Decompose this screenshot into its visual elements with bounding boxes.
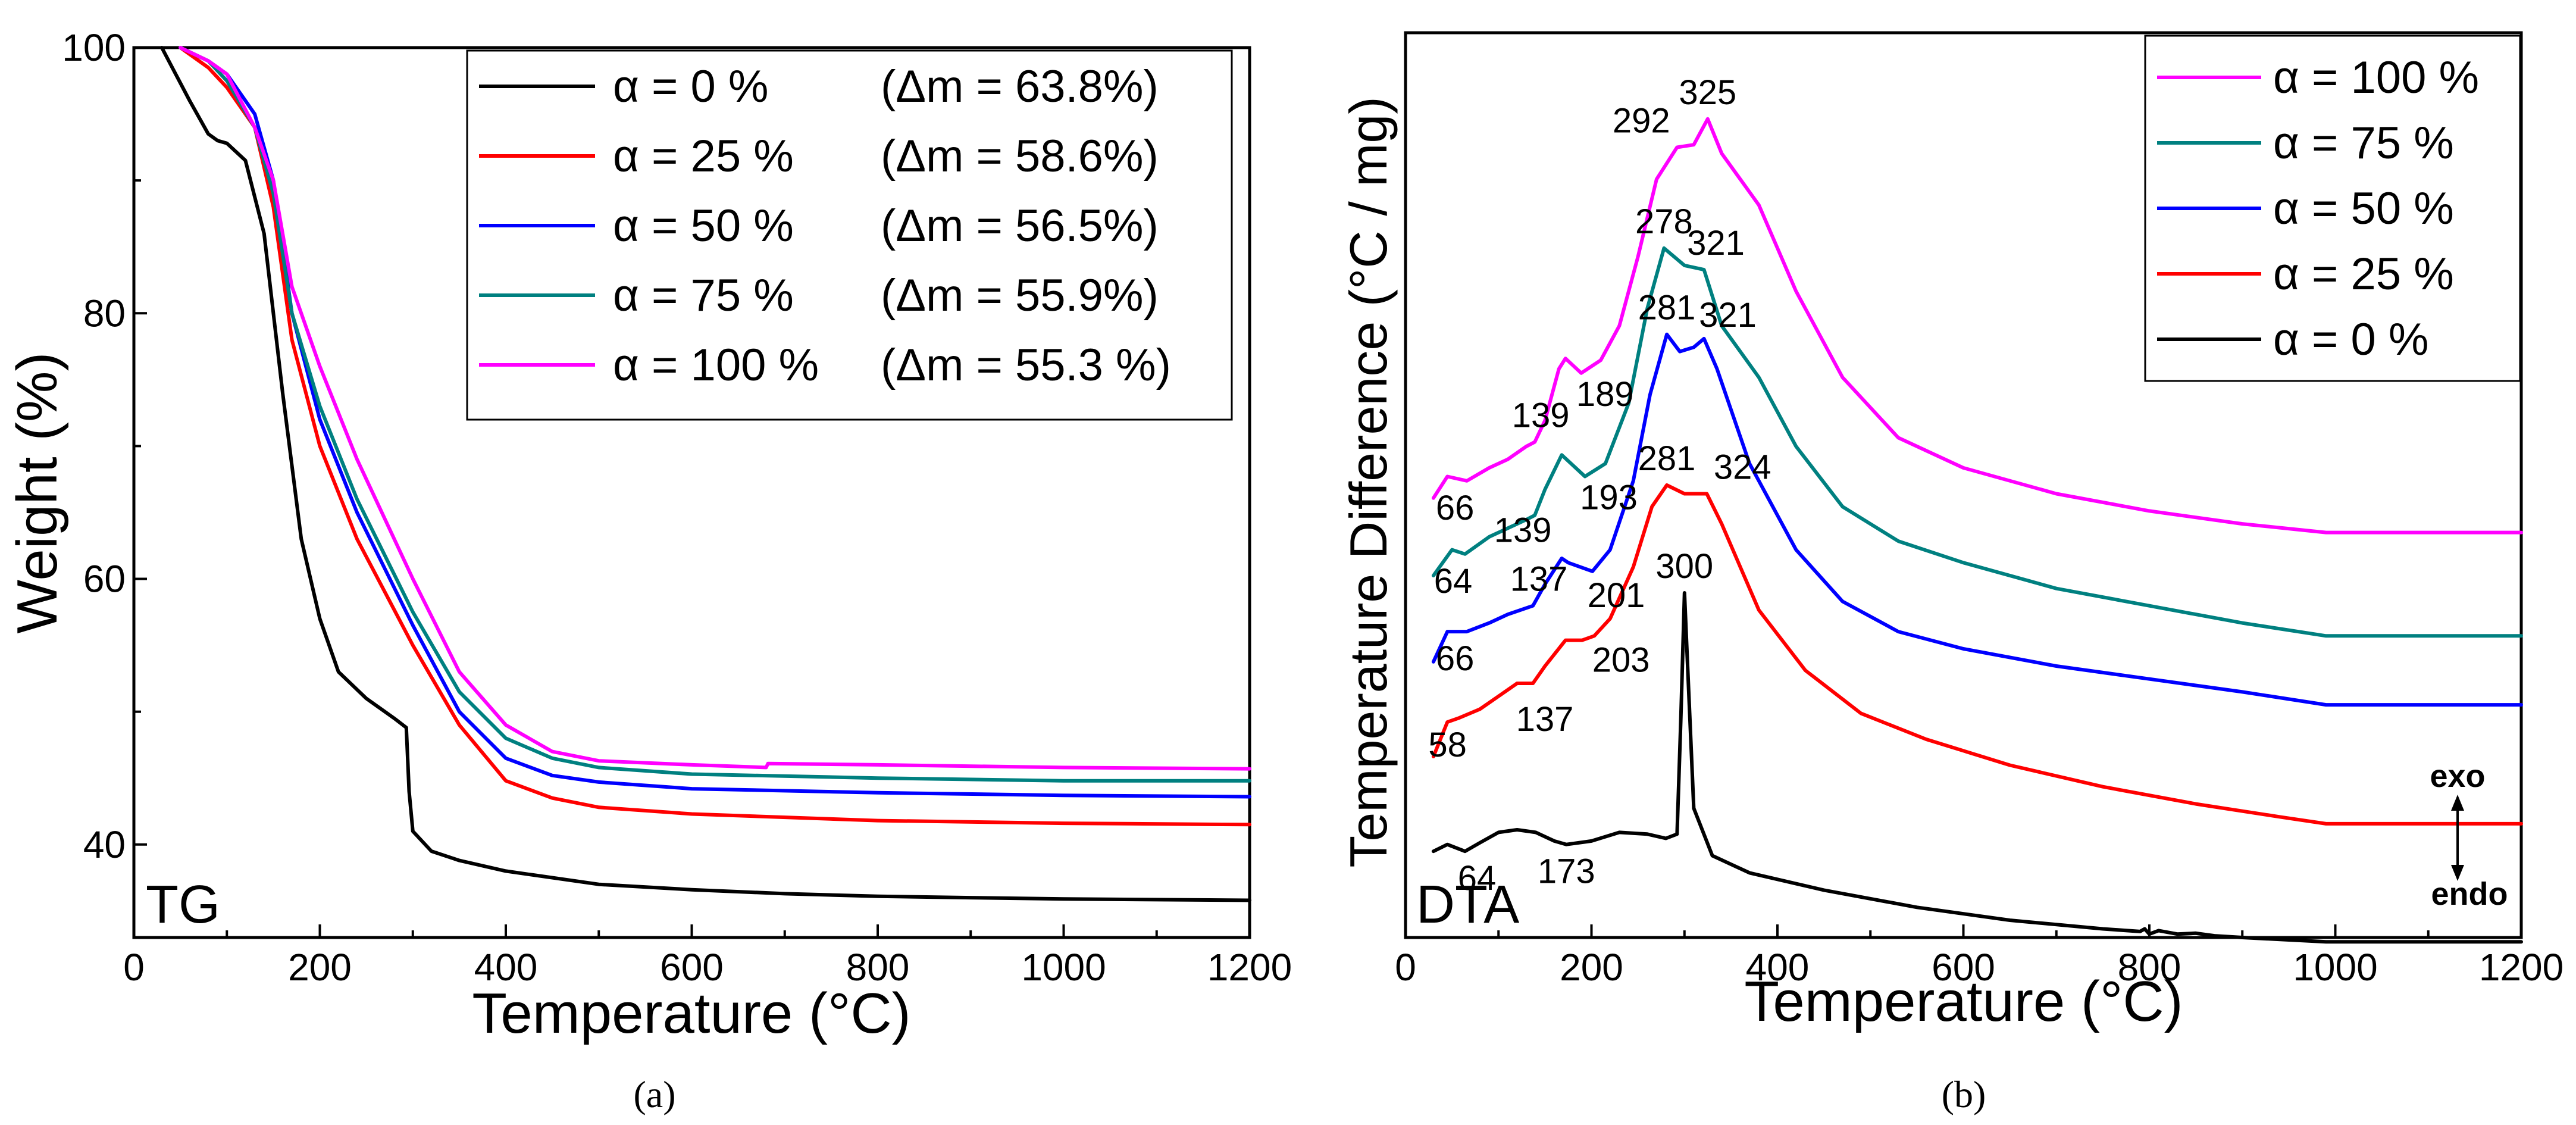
dta-annotation: 189 [1576, 375, 1634, 414]
tg-series-2 [179, 46, 1251, 799]
dta-series-1 [1431, 246, 2523, 638]
tg-caption: (a) [633, 1073, 675, 1115]
tg-x-tick-label: 1200 [1207, 946, 1292, 989]
tg-x-tick-label: 600 [660, 946, 724, 989]
dta-x-axis-label: Temperature (°C) [1744, 970, 2183, 1033]
tg-legend-label-4: α = 100 % [613, 340, 819, 390]
tg-x-tick-label: 200 [288, 946, 352, 989]
dta-annotation: 292 [1613, 102, 1670, 140]
tg-series-4 [179, 46, 1251, 771]
dta-annotation: 203 [1592, 640, 1650, 679]
tg-x-tick-label: 800 [846, 946, 910, 989]
dta-annotation: 64 [1434, 562, 1473, 601]
dta-legend-label-3: α = 25 % [2273, 249, 2454, 299]
dta-annotation: 173 [1538, 852, 1595, 891]
dta-series-3 [1431, 483, 2523, 826]
dta-series-4 [1431, 591, 2523, 944]
tg-panel-label: TG [146, 875, 220, 935]
dta-annotation: 193 [1580, 479, 1638, 517]
dta-x-tick-label: 1200 [2479, 946, 2564, 989]
dta-caption: (b) [1942, 1073, 1986, 1115]
dta-annotation: 321 [1699, 296, 1757, 335]
tg-x-axis-label: Temperature (°C) [472, 982, 910, 1045]
dta-panel-label: DTA [1416, 875, 1519, 935]
tg-y-axis-label: Weight (%) [5, 352, 69, 633]
dta-x-tick-label: 0 [1395, 946, 1416, 989]
dta-annotation: 281 [1638, 289, 1696, 327]
tg-legend-note-1: (Δm = 58.6%) [881, 131, 1159, 182]
dta-annotation: 137 [1516, 700, 1574, 739]
dta-annotation: 278 [1635, 202, 1693, 241]
tg-x-tick-label: 1000 [1021, 946, 1106, 989]
tg-legend: α = 0 % (Δm = 63.8%) α = 25 % (Δm = 58.6%) α… [466, 49, 1233, 421]
tg-legend-box [466, 49, 1233, 421]
dta-x-tick-label: 1000 [2293, 946, 2377, 989]
tg-y-tick-label: 40 [83, 823, 126, 866]
dta-annotation: 58 [1428, 726, 1467, 764]
tg-y-tick-label: 60 [83, 558, 126, 601]
dta-legend: α = 100 % α = 75 % α = 50 % α = 25 % α = 0 % [2144, 35, 2521, 382]
tg-panel: 0 200 400 600 800 1000 1200 40 60 80 100 Temperatu… [5, 26, 1292, 1115]
dta-annotation: 201 [1588, 576, 1645, 615]
dta-annotation: 66 [1436, 639, 1475, 678]
dta-annotation: 139 [1494, 511, 1552, 550]
dta-annotation: 281 [1638, 439, 1696, 478]
dta-x-tick-label: 200 [1560, 946, 1623, 989]
dta-annotation: 325 [1679, 73, 1736, 112]
tg-series-0 [159, 46, 1251, 902]
tg-legend-label-2: α = 50 % [613, 201, 794, 251]
dta-legend-label-2: α = 50 % [2273, 183, 2454, 234]
dta-series-0 [1431, 117, 2523, 535]
dta-legend-label-4: α = 0 % [2273, 314, 2429, 365]
dta-annotation: 139 [1512, 396, 1570, 435]
exo-label: exo [2430, 758, 2485, 794]
tg-legend-note-4: (Δm = 55.3 %) [881, 340, 1171, 390]
dta-legend-label-0: α = 100 % [2273, 52, 2479, 103]
dta-legend-label-1: α = 75 % [2273, 118, 2454, 168]
tg-y-tick-label: 100 [62, 26, 126, 69]
tg-legend-note-0: (Δm = 63.8%) [881, 61, 1159, 112]
exo-arrow-head [2451, 795, 2464, 811]
dta-annotation: 324 [1714, 448, 1771, 486]
tg-y-tick-label: 80 [83, 292, 126, 335]
tg-x-tick-label: 0 [123, 946, 145, 989]
dta-x-tick-label: 600 [1932, 946, 1995, 989]
dta-annotation: 66 [1436, 489, 1475, 527]
tg-legend-note-3: (Δm = 55.9%) [881, 270, 1159, 321]
dta-annotation: 321 [1687, 224, 1745, 262]
dta-annotation: 64 [1458, 859, 1497, 898]
dta-annotation: 300 [1655, 547, 1713, 586]
dta-y-axis-label: Temperature Difference (°C / mg) [1339, 96, 1398, 867]
dta-annotation: 137 [1510, 560, 1568, 599]
dta-x-tick-label: 800 [2118, 946, 2181, 989]
tg-legend-label-3: α = 75 % [613, 270, 794, 321]
dta-series-2 [1431, 332, 2523, 707]
endo-label: endo [2431, 876, 2508, 912]
endo-arrow-head [2451, 865, 2464, 881]
tg-legend-label-0: α = 0 % [613, 61, 769, 112]
dta-x-tick-label: 400 [1746, 946, 1810, 989]
tg-legend-note-2: (Δm = 56.5%) [881, 201, 1159, 251]
tg-legend-label-1: α = 25 % [613, 131, 794, 182]
tg-x-tick-label: 400 [474, 946, 538, 989]
